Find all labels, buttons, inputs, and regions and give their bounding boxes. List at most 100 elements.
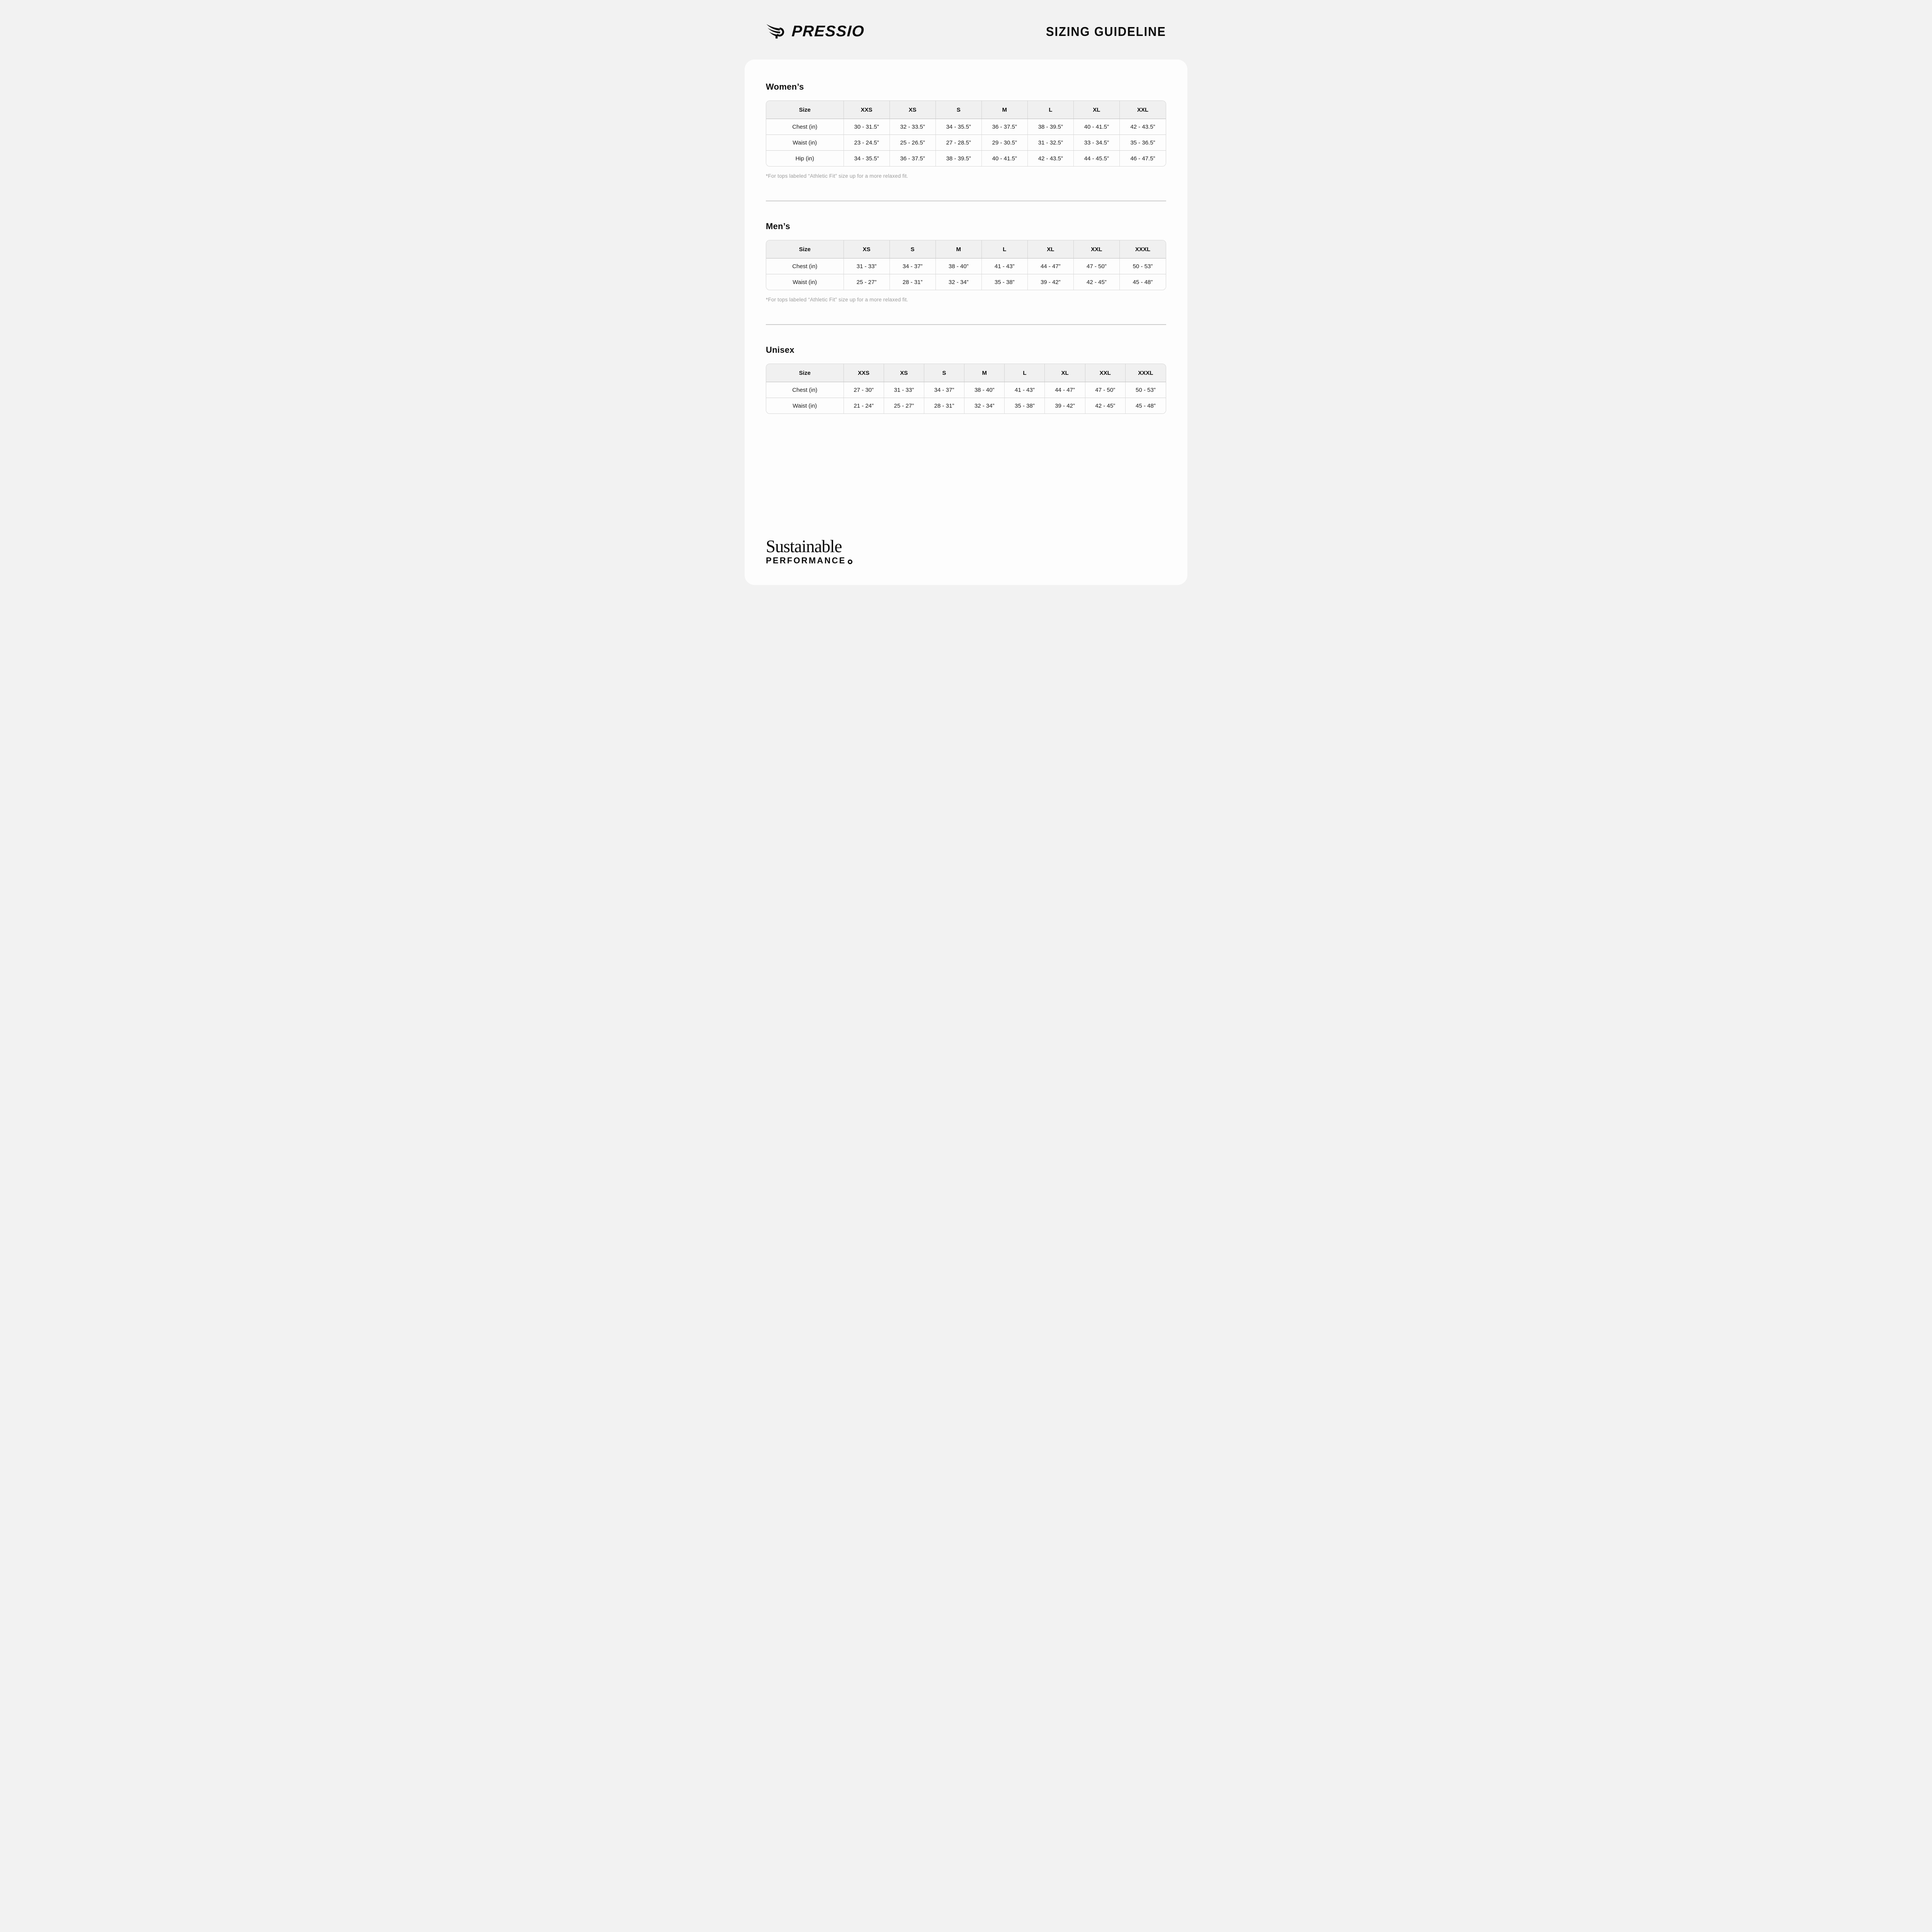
size-value-cell: 44 - 47” — [1027, 259, 1074, 274]
size-value-cell: 41 - 43” — [981, 259, 1028, 274]
womens-heading: Women’s — [766, 82, 804, 92]
size-value-cell: 44 - 47” — [1045, 382, 1085, 398]
measurement-label: Hip (in) — [766, 151, 844, 166]
size-header-m: M — [935, 240, 982, 259]
size-value-cell: 32 - 33.5” — [889, 119, 936, 135]
size-header-s: S — [935, 101, 982, 119]
size-header-xs: XS — [844, 240, 890, 259]
size-value-cell: 38 - 39.5” — [1027, 119, 1074, 135]
table-header-row: Size XXS XS S M L XL XXL XXXL — [766, 364, 1166, 382]
size-value-cell: 50 - 53” — [1119, 259, 1166, 274]
performance-text: PERFORMANCE — [766, 555, 846, 565]
brand-wordmark: PRESSIO — [791, 23, 865, 40]
size-value-cell: 25 - 27” — [884, 398, 924, 413]
size-value-cell: 42 - 43.5” — [1027, 151, 1074, 166]
mens-heading: Men’s — [766, 221, 791, 231]
size-value-cell: 34 - 35.5” — [935, 119, 982, 135]
size-column-header: Size — [766, 101, 844, 119]
size-value-cell: 32 - 34” — [964, 398, 1005, 413]
sustainable-text: Sustainable — [766, 537, 842, 556]
size-value-cell: 35 - 38” — [1005, 398, 1045, 413]
size-value-cell: 40 - 41.5” — [981, 151, 1028, 166]
size-value-cell: 38 - 39.5” — [935, 151, 982, 166]
size-value-cell: 36 - 37.5” — [889, 151, 936, 166]
unisex-heading: Unisex — [766, 345, 794, 355]
table-row: Chest (in) 31 - 33” 34 - 37” 38 - 40” 41 - 4… — [766, 259, 1166, 274]
size-header-xxxl: XXXL — [1125, 364, 1166, 382]
performance-text-row: PERFORMANCE — [766, 556, 1166, 565]
size-value-cell: 42 - 45” — [1085, 398, 1126, 413]
section-mens: Men’s Size XS S M L XL XXL XXXL Chest (in) 31 - 3… — [766, 221, 1166, 303]
size-value-cell: 38 - 40” — [935, 259, 982, 274]
size-value-cell: 36 - 37.5” — [981, 119, 1028, 135]
size-value-cell: 39 - 42” — [1027, 274, 1074, 290]
size-value-cell: 31 - 32.5” — [1027, 135, 1074, 151]
size-value-cell: 25 - 27” — [844, 274, 890, 290]
sizing-card: Women’s Size XXS XS S M L XL XXL Chest (in) 30 - … — [745, 60, 1187, 585]
table-row: Waist (in) 23 - 24.5” 25 - 26.5” 27 - 28.5”… — [766, 135, 1166, 151]
size-value-cell: 34 - 37” — [924, 382, 965, 398]
measurement-label: Waist (in) — [766, 135, 844, 151]
size-header-xxxl: XXXL — [1119, 240, 1166, 259]
size-value-cell: 34 - 35.5” — [844, 151, 890, 166]
size-value-cell: 47 - 50” — [1085, 382, 1126, 398]
size-value-cell: 30 - 31.5” — [844, 119, 890, 135]
size-header-l: L — [1005, 364, 1045, 382]
measurement-label: Waist (in) — [766, 398, 844, 413]
mens-footnote: *For tops labeled “Athletic Fit” size up… — [766, 297, 908, 303]
pressio-logo: PRESSIO — [766, 23, 865, 40]
sizing-guideline-page: PRESSIO SIZING GUIDELINE Women’s Size XXS… — [732, 0, 1200, 606]
size-value-cell: 28 - 31” — [889, 274, 936, 290]
size-value-cell: 29 - 30.5” — [981, 135, 1028, 151]
size-header-m: M — [964, 364, 1005, 382]
size-value-cell: 38 - 40” — [964, 382, 1005, 398]
size-value-cell: 34 - 37” — [889, 259, 936, 274]
size-header-xs: XS — [884, 364, 924, 382]
size-value-cell: 23 - 24.5” — [844, 135, 890, 151]
size-header-xl: XL — [1045, 364, 1085, 382]
size-value-cell: 31 - 33” — [844, 259, 890, 274]
size-value-cell: 42 - 43.5” — [1119, 119, 1166, 135]
size-header-xxs: XXS — [844, 101, 890, 119]
size-value-cell: 32 - 34” — [935, 274, 982, 290]
size-value-cell: 40 - 41.5” — [1073, 119, 1120, 135]
size-header-xs: XS — [889, 101, 936, 119]
size-value-cell: 35 - 36.5” — [1119, 135, 1166, 151]
size-header-xxl: XXL — [1073, 240, 1120, 259]
womens-size-table: Size XXS XS S M L XL XXL Chest (in) 30 - 31.5” 32 … — [766, 100, 1166, 167]
size-value-cell: 41 - 43” — [1005, 382, 1045, 398]
table-row: Hip (in) 34 - 35.5” 36 - 37.5” 38 - 39.5” 40… — [766, 151, 1166, 166]
table-row: Waist (in) 25 - 27” 28 - 31” 32 - 34” 35 - 3… — [766, 274, 1166, 290]
size-value-cell: 47 - 50” — [1073, 259, 1120, 274]
size-value-cell: 45 - 48” — [1125, 398, 1166, 413]
size-header-m: M — [981, 101, 1028, 119]
size-value-cell: 35 - 38” — [981, 274, 1028, 290]
size-value-cell: 25 - 26.5” — [889, 135, 936, 151]
table-row: Chest (in) 30 - 31.5” 32 - 33.5” 34 - 35.5”… — [766, 119, 1166, 135]
size-header-xxl: XXL — [1085, 364, 1126, 382]
size-column-header: Size — [766, 240, 844, 259]
unisex-size-table: Size XXS XS S M L XL XXL XXXL Chest (in) 27 - 30” 3… — [766, 364, 1166, 414]
size-header-l: L — [981, 240, 1028, 259]
size-value-cell: 21 - 24” — [844, 398, 884, 413]
measurement-label: Chest (in) — [766, 119, 844, 135]
table-row: Chest (in) 27 - 30” 31 - 33” 34 - 37” 38 - 4… — [766, 382, 1166, 398]
page-title: SIZING GUIDELINE — [1046, 24, 1166, 39]
section-womens: Women’s Size XXS XS S M L XL XXL Chest (in) 30 - … — [766, 82, 1166, 179]
mens-size-table: Size XS S M L XL XXL XXXL Chest (in) 31 - 33” 34 -… — [766, 240, 1166, 290]
size-value-cell: 50 - 53” — [1125, 382, 1166, 398]
size-header-s: S — [889, 240, 936, 259]
size-value-cell: 46 - 47.5” — [1119, 151, 1166, 166]
ring-icon — [847, 559, 852, 564]
section-unisex: Unisex Size XXS XS S M L XL XXL XXXL Chest (in) 27… — [766, 345, 1166, 414]
size-value-cell: 45 - 48” — [1119, 274, 1166, 290]
table-row: Waist (in) 21 - 24” 25 - 27” 28 - 31” 32 - 3… — [766, 398, 1166, 413]
table-header-row: Size XXS XS S M L XL XXL — [766, 101, 1166, 119]
sustainable-performance-logo: Sustainable PERFORMANCE — [766, 538, 1166, 565]
size-value-cell: 31 - 33” — [884, 382, 924, 398]
size-value-cell: 39 - 42” — [1045, 398, 1085, 413]
table-header-row: Size XS S M L XL XXL XXXL — [766, 240, 1166, 259]
size-header-xl: XL — [1073, 101, 1120, 119]
section-divider — [766, 324, 1166, 325]
size-header-xxs: XXS — [844, 364, 884, 382]
